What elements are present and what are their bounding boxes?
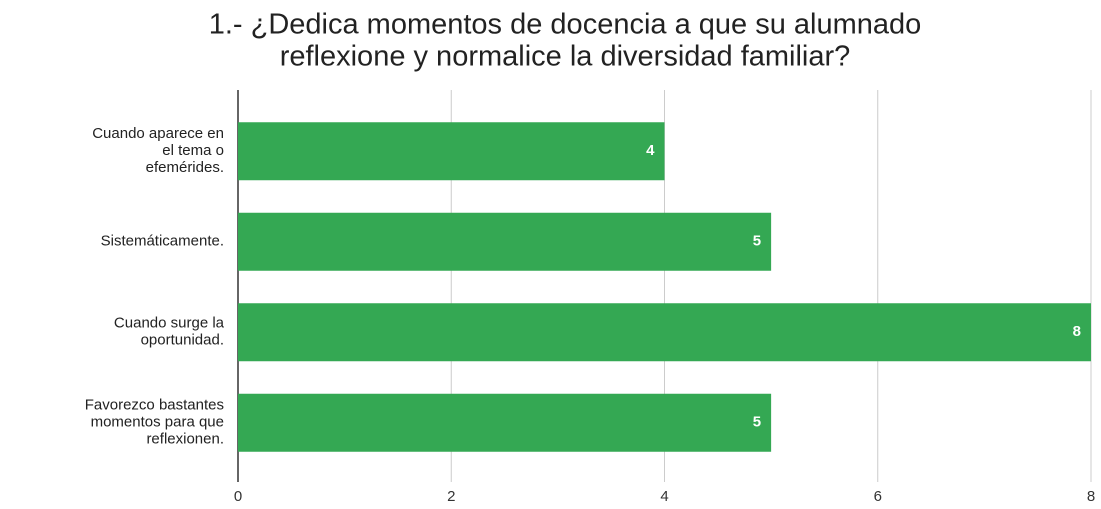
bar — [238, 393, 772, 452]
chart-title: reflexione y normalice la diversidad fam… — [280, 41, 851, 73]
y-tick-label: Sistemáticamente. — [101, 233, 224, 250]
y-tick-label: Cuando surge la — [114, 315, 225, 332]
y-tick-label: el tema o — [162, 142, 224, 159]
bar — [238, 212, 772, 271]
bar — [238, 122, 665, 181]
x-tick-label: 4 — [660, 488, 668, 505]
value-label: 5 — [753, 233, 761, 250]
x-tick-label: 6 — [874, 488, 882, 505]
value-label: 5 — [753, 414, 761, 431]
value-label: 4 — [646, 142, 655, 159]
y-tick-label: momentos para que — [91, 414, 224, 431]
value-label: 8 — [1073, 323, 1081, 340]
x-tick-label: 2 — [447, 488, 455, 505]
x-tick-label: 0 — [234, 488, 242, 505]
chart-title: 1.- ¿Dedica momentos de docencia a que s… — [209, 9, 922, 41]
y-tick-label: oportunidad. — [141, 332, 224, 349]
y-tick-label: Favorezco bastantes — [85, 397, 224, 414]
bar — [238, 303, 1091, 362]
y-tick-label: efemérides. — [146, 159, 224, 176]
x-tick-label: 8 — [1087, 488, 1095, 505]
y-tick-label: Cuando aparece en — [92, 125, 224, 142]
y-tick-label: reflexionen. — [146, 431, 224, 448]
